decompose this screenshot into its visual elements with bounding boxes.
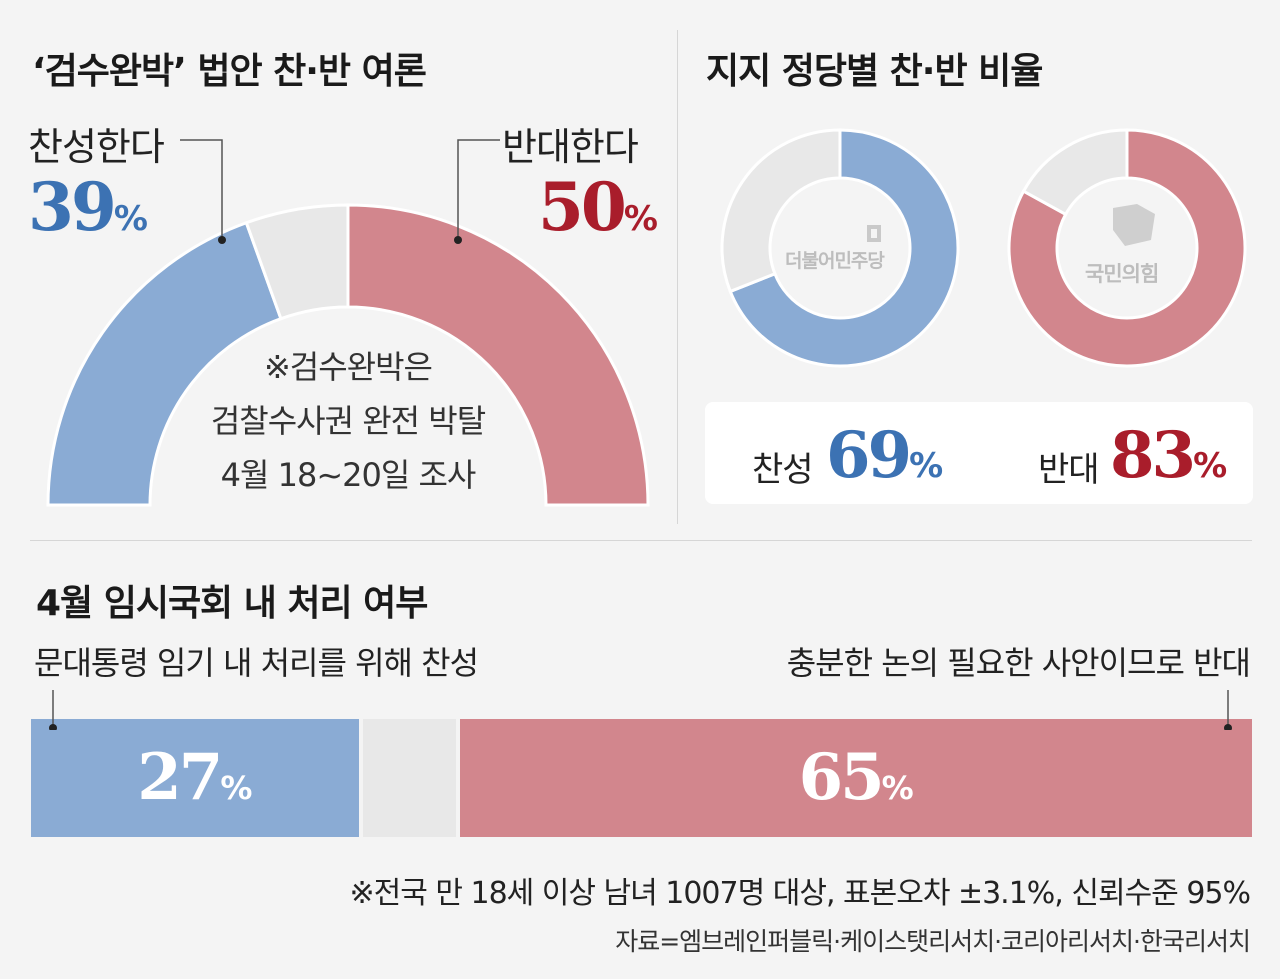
bar-for-number: 27 <box>137 740 223 815</box>
party-against-label: 반대 <box>1038 450 1100 490</box>
for-leader-dot <box>218 236 226 244</box>
against-label: 반대한다 <box>502 125 639 169</box>
bar-for-value: 27% <box>31 719 359 837</box>
donut1-slice-for <box>728 128 960 368</box>
bar-against-leader-dot <box>1224 724 1232 730</box>
donut2-slice-other <box>1021 128 1129 217</box>
bar-chart-title: 4월 임시국회 내 처리 여부 <box>36 583 428 624</box>
note-line-2: 검찰수사권 완전 박탈 <box>210 402 486 440</box>
party-for-percent-sign: % <box>909 446 944 486</box>
against-leader-dot <box>454 236 462 244</box>
for-value: 39% <box>28 168 148 246</box>
donut2-slice-against <box>1007 128 1247 368</box>
party-against-value: 83% <box>1110 418 1227 493</box>
horizontal-divider <box>30 540 1252 541</box>
party-chart-title: 지지 정당별 찬·반 비율 <box>706 51 1043 92</box>
ppp-party-logo-mark <box>1113 204 1155 246</box>
against-leader-line <box>457 139 500 238</box>
bar-for-label: 문대통령 임기 내 처리를 위해 찬성 <box>34 644 479 682</box>
for-number: 39 <box>28 168 117 246</box>
for-leader-line <box>180 139 223 238</box>
bar-segment-neutral <box>362 719 457 837</box>
vertical-divider <box>677 30 678 524</box>
bar-for-percent-sign: % <box>220 769 253 807</box>
note-line-1: ※검수완박은 <box>263 348 433 386</box>
bar-segment-against <box>460 719 1252 837</box>
bar-against-label: 충분한 논의 필요한 사안이므로 반대 <box>786 644 1251 682</box>
bar-leader-lines <box>49 690 1232 730</box>
party-for-label: 찬성 <box>752 450 814 490</box>
party-donut-charts <box>720 128 1247 368</box>
party-against-percent-sign: % <box>1193 446 1228 486</box>
semi-slice-against <box>346 203 650 507</box>
bar-against-percent-sign: % <box>881 769 914 807</box>
bar-against-value: 65% <box>460 719 1252 837</box>
source-note: 자료=엠브레인퍼블릭·케이스탯리서치·코리아리서치·한국리서치 <box>615 927 1251 956</box>
survey-note: ※전국 만 18세 이상 남녀 1007명 대상, 표본오차 ±3.1%, 신뢰… <box>349 876 1251 911</box>
party-against-number: 83 <box>1110 418 1196 493</box>
against-number: 50 <box>538 168 627 246</box>
semicircle-chart-title: ‘검수완박’ 법안 찬·반 여론 <box>32 51 427 92</box>
party-for-value: 69% <box>826 418 943 493</box>
bar-against-number: 65 <box>798 740 885 815</box>
donut1-slice-other <box>720 128 842 294</box>
for-percent-sign: % <box>113 199 148 239</box>
semicircle-note: ※검수완박은 검찰수사권 완전 박탈 4월 18~20일 조사 <box>198 340 498 502</box>
bar-for-leader-dot <box>49 724 57 730</box>
bar-segment-for <box>31 719 359 837</box>
party1-label: 더불어민주당 <box>785 250 885 272</box>
party2-label: 국민의힘 <box>1085 262 1159 286</box>
for-label: 찬성한다 <box>28 125 165 169</box>
semicircle-chart <box>46 139 650 507</box>
democratic-party-logo-mark <box>867 225 881 242</box>
party-result-box <box>705 402 1253 504</box>
against-percent-sign: % <box>623 199 658 239</box>
party-for-number: 69 <box>826 418 912 493</box>
note-line-3: 4월 18~20일 조사 <box>220 456 477 494</box>
semi-slice-for <box>46 220 283 507</box>
against-value: 50% <box>538 168 658 246</box>
